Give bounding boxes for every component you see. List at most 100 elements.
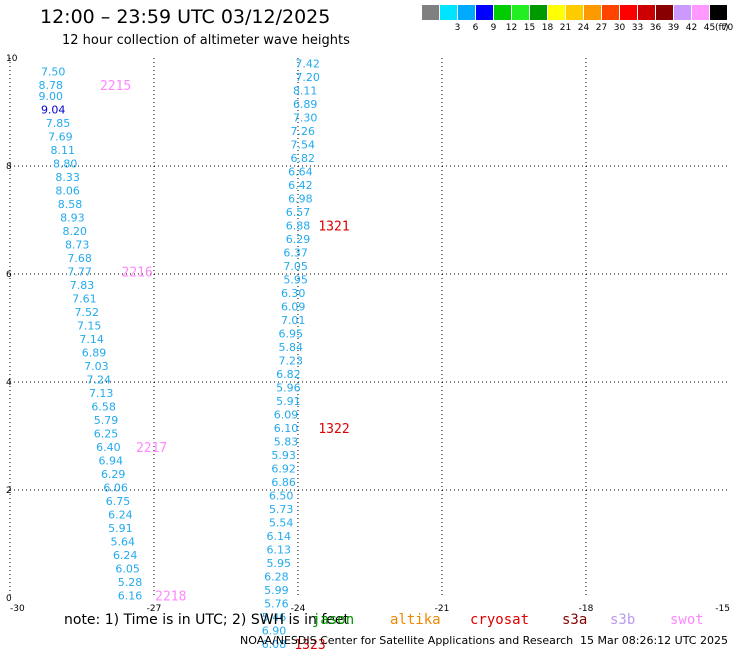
wave-height-value: 6.42 bbox=[288, 179, 313, 192]
wave-height-value: 5.83 bbox=[274, 435, 299, 448]
pass-time-label: 1321 bbox=[318, 219, 349, 234]
wave-height-value: 8.11 bbox=[51, 144, 76, 157]
wave-height-value: 8.11 bbox=[293, 84, 318, 97]
x-tick-label: -18 bbox=[579, 604, 594, 614]
x-tick-label: -15 bbox=[715, 604, 730, 614]
legend-label: 3 bbox=[454, 23, 461, 33]
wave-height-value: 6.50 bbox=[269, 489, 294, 502]
wave-height-value: 6.24 bbox=[108, 508, 133, 521]
wave-height-value: 7.01 bbox=[281, 314, 306, 327]
legend-label: 42 bbox=[685, 23, 698, 33]
page-subtitle: 12 hour collection of altimeter wave hei… bbox=[62, 33, 350, 48]
satellite-altika: altika bbox=[390, 612, 441, 628]
wave-height-value: 5.93 bbox=[271, 449, 296, 462]
wave-height-value: 5.79 bbox=[94, 414, 119, 427]
wave-height-value: 6.75 bbox=[106, 495, 131, 508]
wave-height-value: 5.91 bbox=[276, 395, 301, 408]
wave-height-value: 6.86 bbox=[271, 476, 296, 489]
wave-height-value: 6.08 bbox=[262, 638, 287, 650]
y-tick-label: 0 bbox=[6, 594, 12, 604]
wave-height-value: 6.05 bbox=[115, 562, 140, 575]
legend-label: 39 bbox=[667, 23, 680, 33]
wave-height-value: 6.82 bbox=[276, 368, 301, 381]
legend-label: 21 bbox=[559, 23, 572, 33]
wave-height-value: 7.61 bbox=[72, 292, 97, 305]
wave-height-value: 6.88 bbox=[286, 219, 311, 232]
wave-height-value: 6.89 bbox=[293, 98, 318, 111]
wave-height-value: 7.20 bbox=[295, 71, 320, 84]
wave-height-value: 7.23 bbox=[279, 354, 304, 367]
wave-height-value: 6.09 bbox=[281, 300, 306, 313]
legend-swatch bbox=[638, 5, 655, 20]
wave-height-value: 6.94 bbox=[99, 454, 124, 467]
wave-height-value: 5.64 bbox=[111, 535, 136, 548]
wave-height-value: 7.42 bbox=[295, 57, 320, 70]
pass-time-label: 2216 bbox=[122, 265, 153, 280]
wave-height-value: 5.28 bbox=[118, 576, 143, 589]
footer-date: 15 Mar 08:26:12 UTC 2025 bbox=[580, 634, 728, 647]
x-tick-label: -21 bbox=[435, 604, 450, 614]
wave-height-value: 7.13 bbox=[89, 387, 114, 400]
wave-height-value: 8.33 bbox=[55, 171, 80, 184]
pass-time-label: 2215 bbox=[100, 79, 131, 94]
y-tick-label: 4 bbox=[6, 378, 12, 388]
legend-unit: (ft) bbox=[715, 23, 729, 33]
legend-label: 6 bbox=[472, 23, 479, 33]
wave-height-value: 5.76 bbox=[264, 597, 289, 610]
wave-height-value: 8.73 bbox=[65, 238, 90, 251]
wave-height-value: 6.30 bbox=[281, 287, 306, 300]
wave-height-value: 6.82 bbox=[291, 152, 316, 165]
legend-swatch bbox=[530, 5, 547, 20]
legend-label: 33 bbox=[631, 23, 644, 33]
satellite-cryosat: cryosat bbox=[470, 612, 530, 628]
color-legend: 3 6 9 12 15 18 21 24 27 30 33 36 39 42 45 70 (ft) bbox=[422, 5, 733, 35]
wave-height-value: 7.05 bbox=[283, 260, 308, 273]
wave-height-value: 6.95 bbox=[279, 327, 304, 340]
wave-height-value: 5.46 bbox=[262, 611, 287, 624]
y-tick-label: 2 bbox=[6, 486, 12, 496]
legend-swatch bbox=[422, 5, 439, 20]
wave-height-value: 7.03 bbox=[84, 360, 109, 373]
pass-time-label: 1323 bbox=[294, 638, 325, 650]
legend-swatch bbox=[458, 5, 475, 20]
wave-height-value: 6.14 bbox=[267, 530, 292, 543]
legend-label: 27 bbox=[595, 23, 608, 33]
legend-swatch bbox=[566, 5, 583, 20]
wave-height-value: 5.91 bbox=[108, 522, 133, 535]
wave-height-value: 6.10 bbox=[274, 422, 299, 435]
legend-swatch bbox=[692, 5, 709, 20]
legend-swatch bbox=[512, 5, 529, 20]
legend-label: 9 bbox=[490, 23, 497, 33]
wave-height-value: 6.16 bbox=[118, 589, 143, 602]
wave-height-value: 6.28 bbox=[264, 570, 289, 583]
page-title: 12:00 – 23:59 UTC 03/12/2025 bbox=[40, 6, 331, 28]
pass-time-label: 2218 bbox=[155, 589, 186, 604]
x-tick-label: -27 bbox=[147, 604, 162, 614]
wave-height-value: 7.52 bbox=[75, 306, 100, 319]
wave-height-value: 7.24 bbox=[87, 373, 112, 386]
wave-height-value: 5.99 bbox=[264, 584, 289, 597]
pass-time-label: 2217 bbox=[136, 441, 167, 456]
legend-swatch bbox=[494, 5, 511, 20]
wave-height-value: 7.77 bbox=[67, 265, 92, 278]
wave-height-value: 7.26 bbox=[291, 125, 316, 138]
wave-height-value: 5.84 bbox=[279, 341, 304, 354]
legend-label: 70 bbox=[721, 23, 734, 33]
footer-credit: NOAA/NESDIS Center for Satellite Applica… bbox=[240, 634, 574, 647]
satellite-s3a: s3a bbox=[562, 612, 588, 628]
y-tick-label: 10 bbox=[6, 54, 18, 64]
wave-height-value: 6.13 bbox=[267, 543, 292, 556]
wave-height-value: 7.15 bbox=[77, 319, 102, 332]
wave-height-value: 5.95 bbox=[283, 273, 308, 286]
wave-height-value: 6.29 bbox=[101, 468, 126, 481]
wave-height-value: 7.83 bbox=[70, 279, 95, 292]
satellite-swot: swot bbox=[670, 612, 704, 628]
wave-height-value: 5.54 bbox=[269, 516, 294, 529]
wave-height-value: 6.24 bbox=[113, 549, 138, 562]
legend-label: 18 bbox=[541, 23, 554, 33]
wave-height-value: 6.40 bbox=[96, 441, 121, 454]
wave-height-value: 6.37 bbox=[283, 246, 308, 259]
wave-height-value: 7.14 bbox=[79, 333, 104, 346]
x-tick-label: -30 bbox=[10, 604, 25, 614]
